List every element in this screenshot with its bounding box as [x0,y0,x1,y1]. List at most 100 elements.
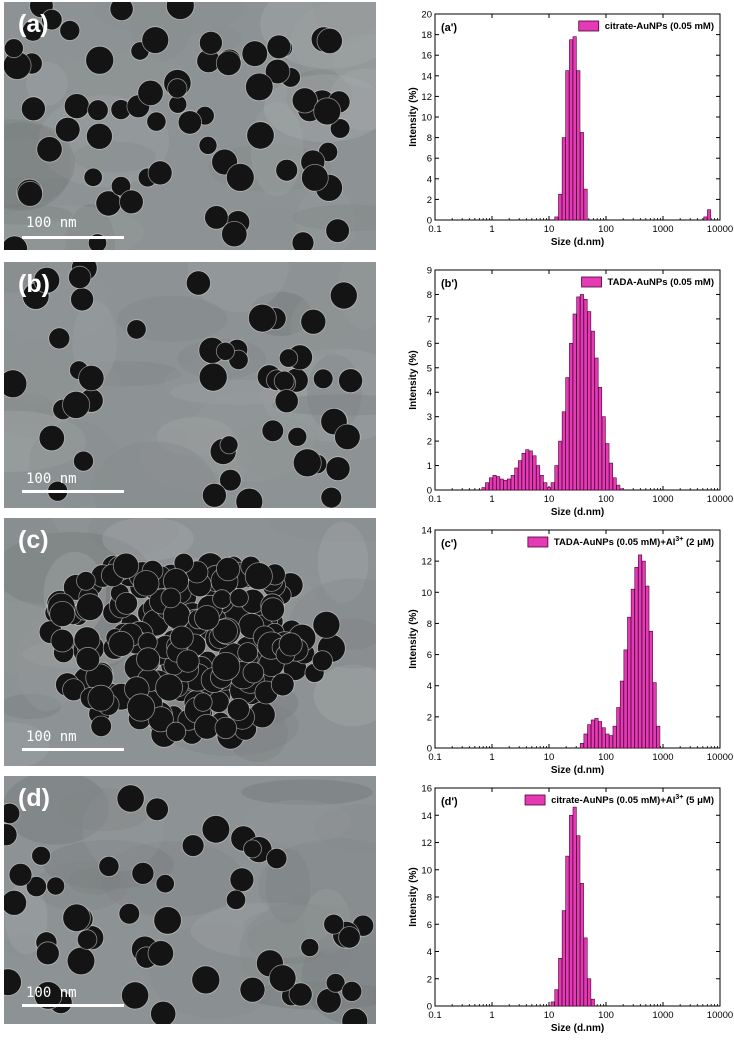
nanoparticle [211,651,241,681]
nanoparticle [108,630,135,657]
nanoparticle [292,448,322,478]
nanoparticle [341,1007,369,1024]
histogram-bar [649,630,653,749]
nanoparticle [147,160,173,186]
histogram-bar [517,460,522,491]
nanoparticle [229,588,249,608]
nanoparticle [198,31,223,55]
x-tick-label: 0.1 [428,494,441,505]
tem-micrograph [4,518,376,766]
nanoparticle [244,562,273,591]
y-tick-label: 8 [427,619,432,630]
tem-texture [258,838,376,936]
histogram-bar [539,475,544,491]
nanoparticle [70,287,94,312]
histogram-bar [561,411,566,491]
nanoparticle [235,487,264,508]
panel-label: (c') [441,538,457,550]
histogram-bar [623,649,628,749]
nanoparticle [273,370,295,392]
histogram-bar [550,482,555,491]
histogram-bar [634,567,639,749]
nanoparticle [34,981,63,1010]
x-tick-label: 10 [544,224,555,235]
histogram-bar [489,477,493,491]
tem-micrograph [4,2,376,250]
scale-bar-label: 100 nm [26,729,77,745]
nanoparticle [49,601,76,628]
histogram-bar [525,449,530,491]
nanoparticle [76,593,104,621]
y-tick-label: 14 [421,526,432,537]
histogram-bar [652,682,657,749]
histogram-bar [558,193,563,221]
nanoparticle [62,390,91,419]
nanoparticle [201,815,231,844]
nanoparticle [215,341,235,361]
nanoparticle [112,552,140,579]
histogram-bar [543,482,548,491]
nanoparticle [300,308,327,335]
nanoparticle [147,940,175,967]
nanoparticle [334,423,361,451]
histogram-bar [569,343,574,491]
nanoparticle [4,38,24,59]
nanoparticle [274,389,299,414]
nanoparticle [246,121,275,150]
histogram-bar [579,883,584,1007]
nanoparticle [261,419,285,443]
tem-texture [4,934,44,957]
nanoparticle [76,929,98,950]
nanoparticle [301,164,329,192]
nanoparticle [278,632,303,657]
x-tick-label: 0.1 [428,224,441,235]
x-tick-label: 1000 [652,752,673,763]
y-tick-label: 0 [427,216,432,227]
x-tick-label: 1000 [652,224,673,235]
histogram-bar [550,1001,555,1007]
dls-histogram: 0 2 4 6 8 10 12 14 0.1 1 10 100 1000 10000 Size (d.nm)… [408,526,733,777]
histogram-bar [569,39,574,221]
nanoparticle [119,189,144,215]
tem-image-a: (a) 100 nm [4,2,376,250]
histogram-bar [576,296,581,491]
nanoparticle [275,158,299,182]
y-tick-label: 0 [427,486,432,497]
nanoparticle [226,697,250,721]
y-tick-label: 8 [427,290,432,301]
nanoparticle [201,482,227,508]
histogram-bar [554,216,559,221]
y-tick-label: 6 [427,920,432,931]
nanoparticle [242,661,265,684]
histogram-bar [481,487,486,491]
tem-texture [4,722,50,766]
tem-texture [4,776,110,845]
nanoparticle [225,889,247,910]
histogram-bar [558,440,563,491]
nanoparticle [36,136,63,163]
histogram-bar [616,707,621,749]
histogram-bar [496,476,501,491]
histogram-bar [590,330,595,491]
nanoparticle [155,673,184,702]
x-axis-title: Size (d.nm) [551,765,604,776]
nanoparticle [35,941,60,966]
histogram-bar [579,743,584,749]
histogram-bar [565,855,570,1007]
y-tick-label: 3 [427,412,432,423]
nanoparticle [198,362,228,392]
x-tick-label: 10 [544,494,555,505]
x-axis-title: Size (d.nm) [551,1023,604,1034]
nanoparticle [73,450,94,472]
nanoparticle [118,902,141,925]
nanoparticle [126,319,147,340]
nanoparticle [215,50,242,77]
histogram-bar [707,209,712,221]
nanoparticle [137,79,164,107]
tem-texture [4,392,59,439]
histogram-bar [638,554,643,749]
nanoparticle [87,684,115,712]
histogram-bar [612,477,617,491]
nanoparticle [169,625,194,650]
histogram-bar [583,937,588,1007]
